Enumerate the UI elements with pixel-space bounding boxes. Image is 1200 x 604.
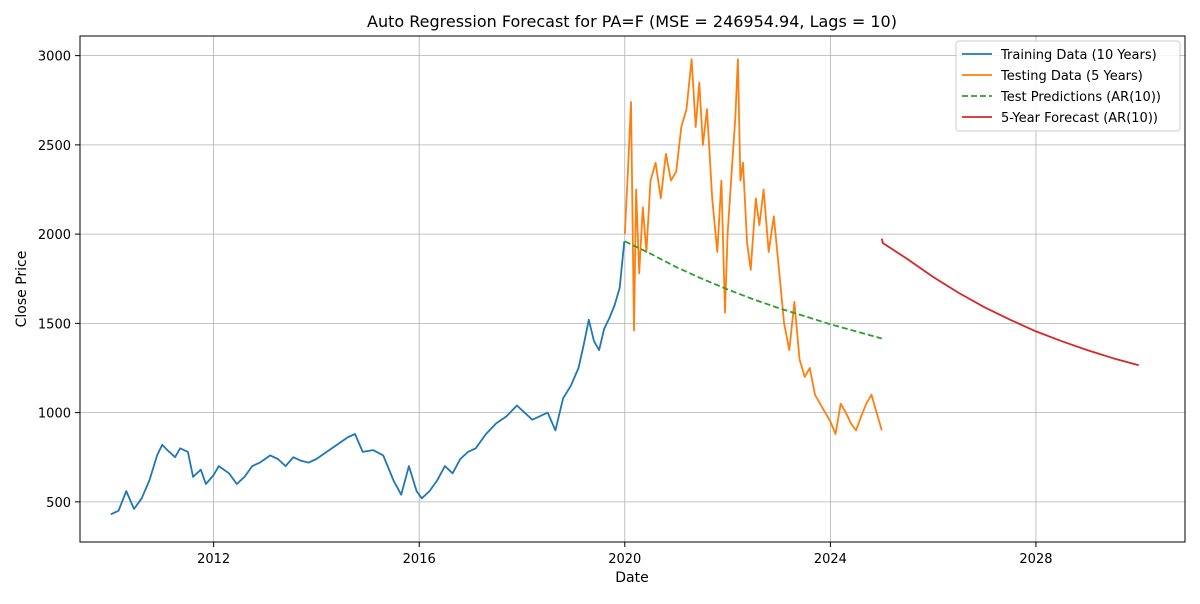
series-line-1 [623,58,883,435]
legend-box [955,40,1181,132]
y-tick-label: 2000 [38,228,71,243]
legend-label-2: Test Predictions (AR(10)) [1000,90,1161,105]
chart-title: Auto Regression Forecast for PA=F (MSE =… [367,12,897,31]
x-axis-label: Date [615,570,648,586]
y-tick-label: 500 [46,496,71,511]
legend-label-0: Training Data (10 Years) [1000,48,1157,63]
y-tick-label: 1500 [38,317,71,332]
y-tick-label: 1000 [38,407,71,422]
x-tick-label: 2016 [403,552,436,567]
x-tick-label: 2020 [608,552,641,567]
x-tick-label: 2012 [197,552,230,567]
plot-frame [79,35,1186,543]
ticks: 2012 2016 2020 2024 2028 500 1000 1500 2000 2500 3… [38,50,1053,567]
series-line-2 [624,240,883,340]
legend: Training Data (10 Years) Testing Data (5 … [955,40,1181,132]
series-line-0 [110,241,626,516]
y-tick-label: 2500 [38,139,71,154]
y-axis-label: Close Price [14,251,30,328]
legend-label-3: 5-Year Forecast (AR(10)) [1001,111,1158,126]
legend-label-1: Testing Data (5 Years) [1000,69,1143,84]
x-tick-label: 2028 [1019,552,1052,567]
x-tick-label: 2024 [814,552,847,567]
series-group [110,58,1139,516]
y-tick-label: 3000 [38,50,71,65]
series-line-3 [880,238,1139,367]
